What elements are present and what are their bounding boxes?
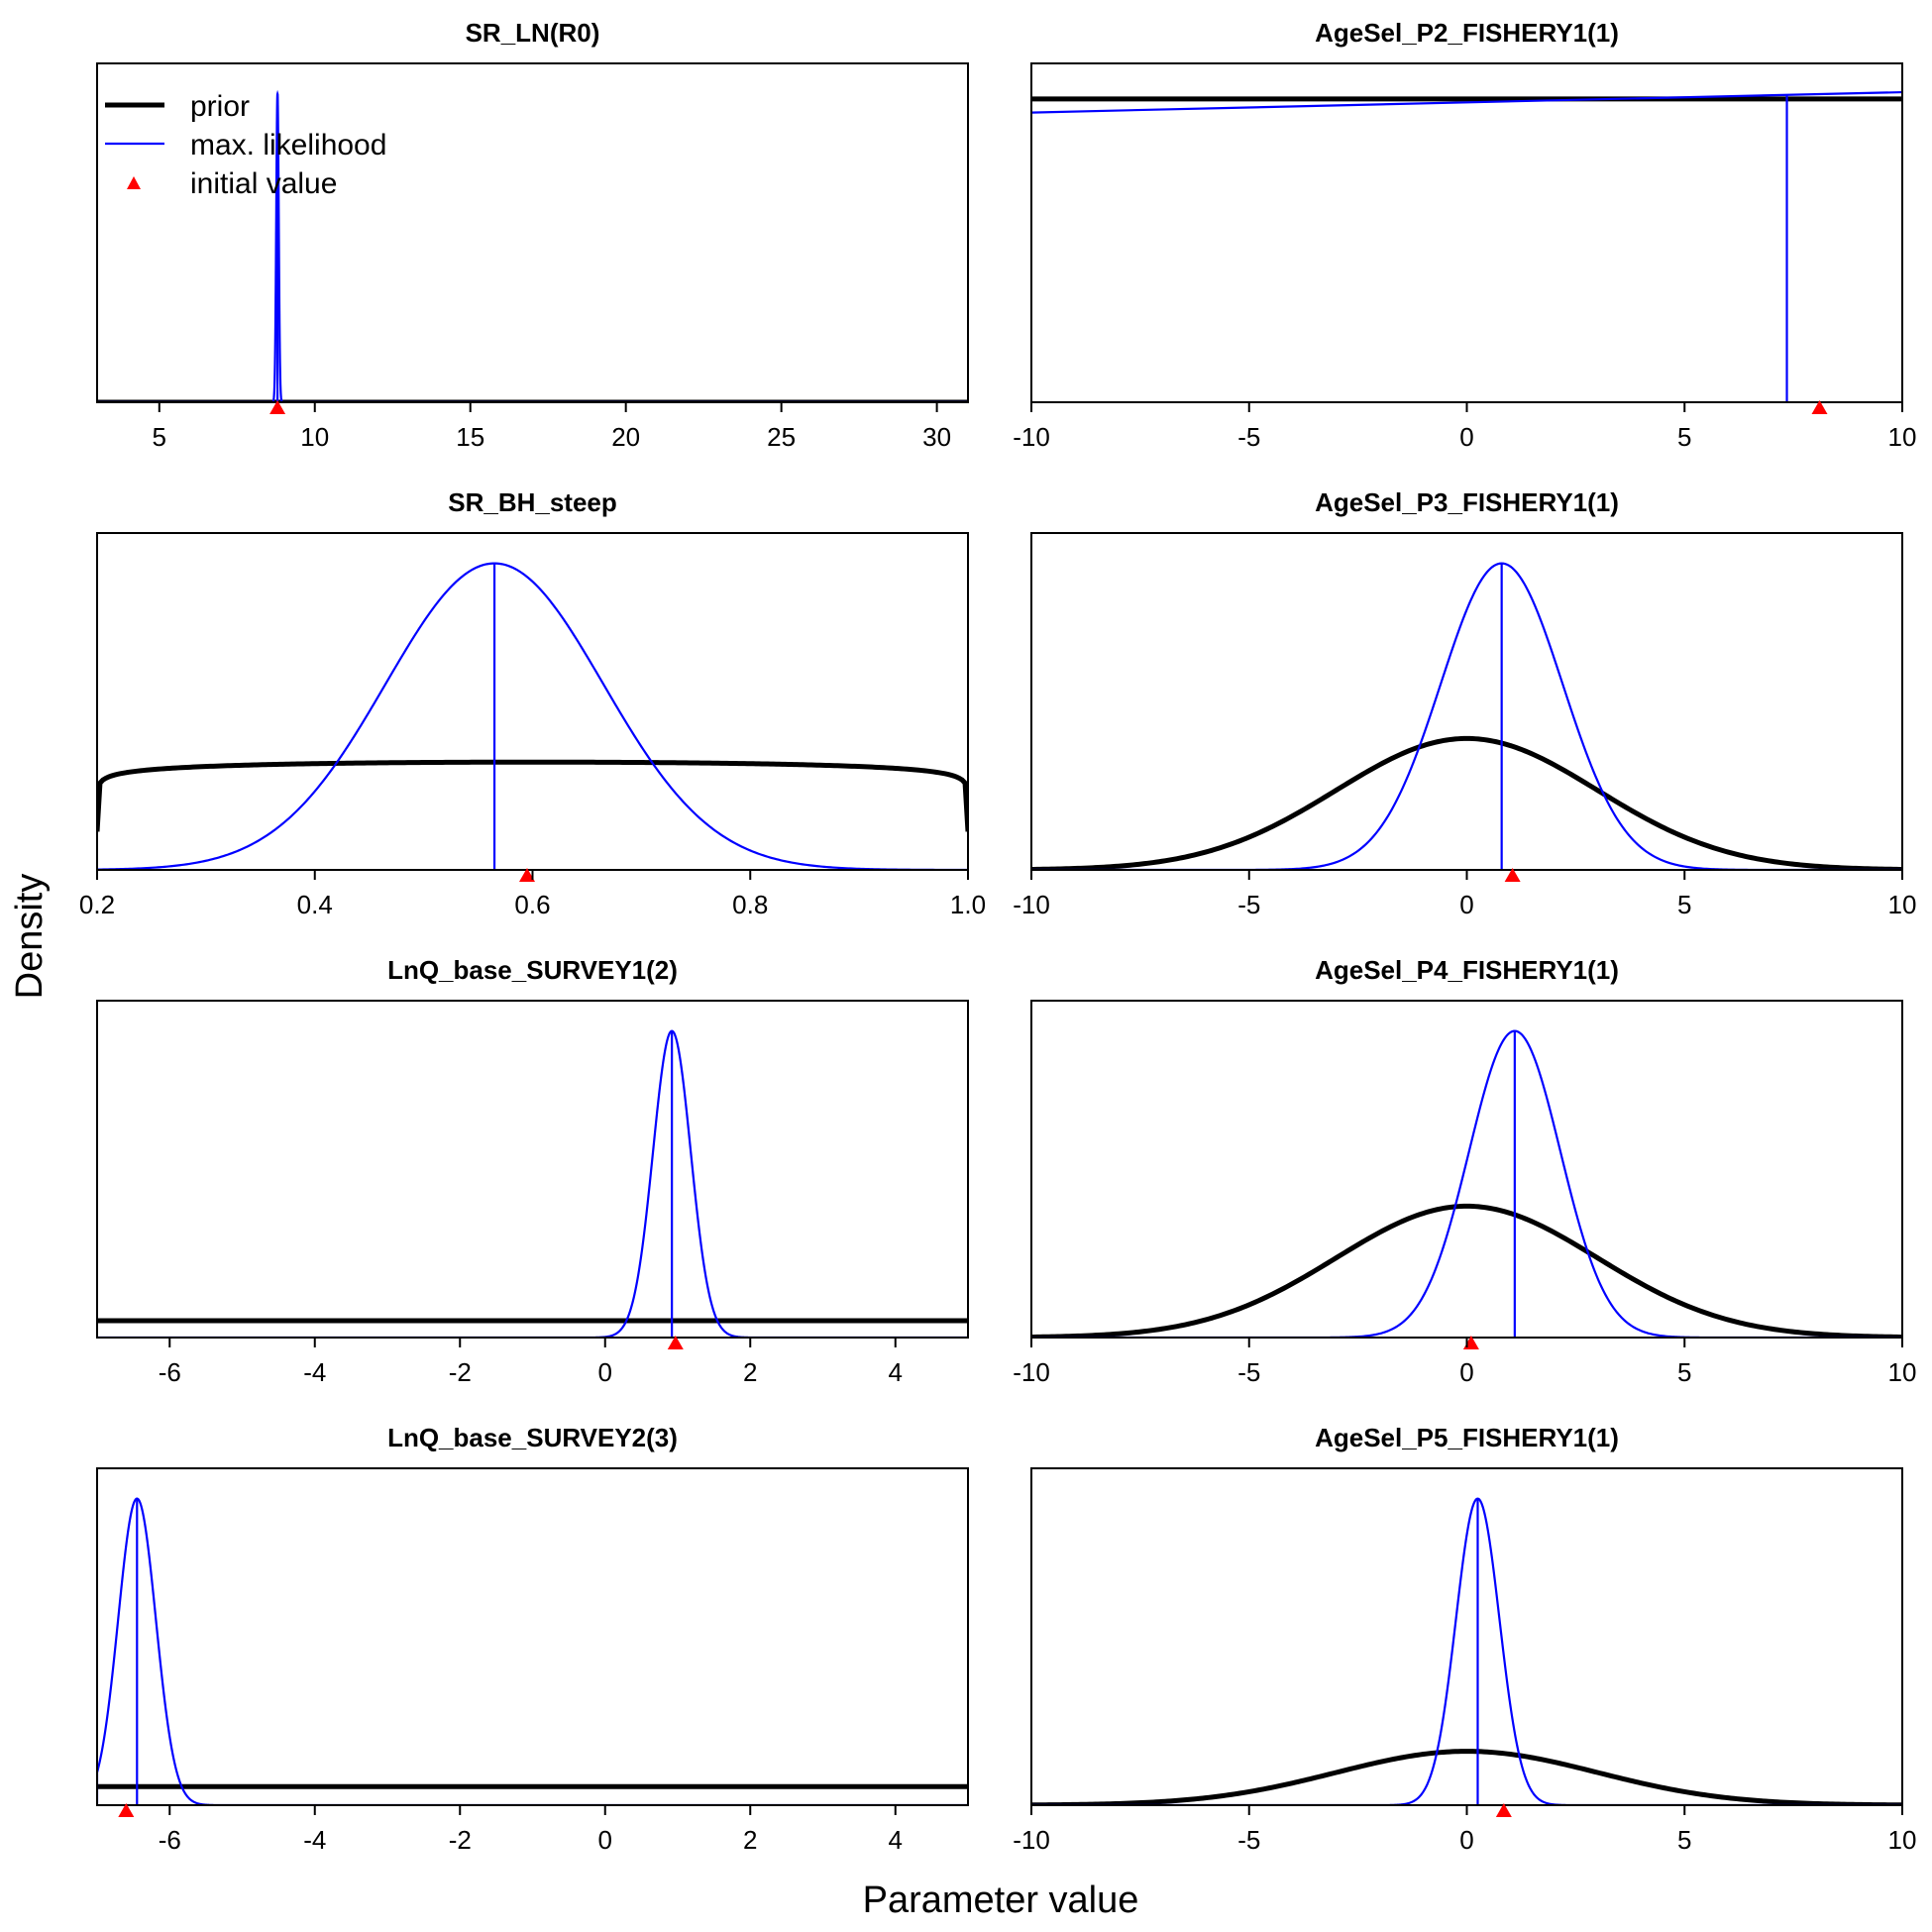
x-tick-label: -5 bbox=[1237, 1357, 1260, 1387]
x-tick-label: 5 bbox=[1677, 1825, 1691, 1855]
plot-frame bbox=[96, 62, 969, 403]
x-tick-label: -2 bbox=[449, 1357, 472, 1387]
x-tick-label: 0.4 bbox=[297, 890, 333, 919]
initial-value-marker bbox=[1504, 868, 1521, 882]
x-tick-label: 5 bbox=[1677, 1357, 1691, 1387]
x-tick-label: 10 bbox=[1888, 890, 1917, 919]
plot-frame bbox=[96, 1000, 969, 1339]
x-tick-label: -10 bbox=[1013, 890, 1050, 919]
panel-title: SR_LN(R0) bbox=[466, 18, 600, 48]
prior-curve bbox=[97, 759, 968, 832]
panel-title: LnQ_base_SURVEY1(2) bbox=[387, 955, 678, 985]
x-tick-label: 0.8 bbox=[732, 890, 768, 919]
panel-title: AgeSel_P3_FISHERY1(1) bbox=[1315, 487, 1619, 517]
x-tick-label: 2 bbox=[743, 1825, 757, 1855]
initial-value-marker bbox=[667, 1336, 684, 1349]
x-tick-label: 10 bbox=[1888, 1357, 1917, 1387]
x-tick-label: 4 bbox=[889, 1357, 903, 1387]
x-tick-label: 0.6 bbox=[514, 890, 550, 919]
x-tick-label: 1.0 bbox=[950, 890, 986, 919]
x-tick-label: -2 bbox=[449, 1825, 472, 1855]
initial-value-marker bbox=[118, 1803, 135, 1817]
legend-label: max. likelihood bbox=[190, 129, 386, 161]
initial-value-marker bbox=[1811, 400, 1828, 414]
y-axis-label: Density bbox=[9, 874, 51, 1000]
x-tick-label: 10 bbox=[300, 422, 329, 452]
ml-curve bbox=[97, 562, 968, 870]
x-tick-label: 0 bbox=[1459, 1357, 1473, 1387]
x-tick-label: 30 bbox=[922, 422, 951, 452]
x-tick-label: -5 bbox=[1237, 890, 1260, 919]
x-tick-label: -4 bbox=[303, 1825, 326, 1855]
panel-title: AgeSel_P5_FISHERY1(1) bbox=[1315, 1423, 1619, 1452]
x-tick-label: -5 bbox=[1237, 422, 1260, 452]
prior-curve bbox=[1031, 735, 1902, 870]
x-tick-label: 20 bbox=[611, 422, 640, 452]
x-tick-label: 0 bbox=[1459, 1825, 1473, 1855]
x-tick-label: 5 bbox=[1677, 422, 1691, 452]
x-axis-label: Parameter value bbox=[863, 1879, 1139, 1921]
panel-5: LnQ_base_SURVEY1(2) -6 -4 -2 0 2 4 bbox=[96, 955, 969, 1387]
panel-title: AgeSel_P2_FISHERY1(1) bbox=[1315, 18, 1619, 48]
x-tick-label: -10 bbox=[1013, 422, 1050, 452]
panel-title: LnQ_base_SURVEY2(3) bbox=[387, 1423, 678, 1452]
x-tick-label: 2 bbox=[743, 1357, 757, 1387]
x-tick-label: 5 bbox=[153, 422, 166, 452]
x-tick-label: 4 bbox=[889, 1825, 903, 1855]
plot-area bbox=[97, 562, 968, 870]
x-tick-label: 0 bbox=[598, 1357, 612, 1387]
x-tick-label: -6 bbox=[159, 1825, 181, 1855]
legend: prior max. likelihood initial value bbox=[105, 90, 386, 200]
x-tick-label: -4 bbox=[303, 1357, 326, 1387]
x-tick-label: -6 bbox=[159, 1357, 181, 1387]
legend-label: prior bbox=[190, 90, 250, 123]
x-tick-label: 25 bbox=[767, 422, 796, 452]
panel-3: SR_BH_steep 0.2 0.4 0.6 0.8 1.0 bbox=[79, 487, 986, 919]
x-tick-label: 0.2 bbox=[79, 890, 115, 919]
panel-2: AgeSel_P2_FISHERY1(1) -10 -5 0 5 10 bbox=[1013, 18, 1916, 452]
x-tick-label: 0 bbox=[1459, 890, 1473, 919]
panel-8: AgeSel_P5_FISHERY1(1) -10 -5 0 5 10 bbox=[1013, 1423, 1916, 1855]
initial-value-marker bbox=[519, 868, 536, 882]
x-tick-label: -5 bbox=[1237, 1825, 1260, 1855]
x-tick-label: 10 bbox=[1888, 422, 1917, 452]
panel-title: AgeSel_P4_FISHERY1(1) bbox=[1315, 955, 1619, 985]
prior-curve bbox=[1031, 1749, 1902, 1805]
x-tick-label: 0 bbox=[598, 1825, 612, 1855]
legend-label: initial value bbox=[190, 167, 337, 200]
panel-6: AgeSel_P4_FISHERY1(1) -10 -5 0 5 10 bbox=[1013, 955, 1916, 1387]
ml-curve bbox=[1031, 90, 1902, 114]
x-tick-label: -10 bbox=[1013, 1825, 1050, 1855]
prior-curve bbox=[1031, 1203, 1902, 1338]
panel-title: SR_BH_steep bbox=[448, 487, 617, 517]
plot-frame bbox=[96, 1467, 969, 1806]
panel-1: SR_LN(R0) 5 10 15 20 25 30 prior max. likelihood… bbox=[96, 18, 969, 452]
x-tick-label: -10 bbox=[1013, 1357, 1050, 1387]
initial-value-marker bbox=[269, 400, 286, 414]
initial-value-marker bbox=[1495, 1803, 1512, 1817]
panel-7: LnQ_base_SURVEY2(3) -6 -4 -2 0 2 4 bbox=[96, 1423, 969, 1855]
x-tick-label: 0 bbox=[1459, 422, 1473, 452]
x-tick-label: 15 bbox=[456, 422, 484, 452]
panel-4: AgeSel_P3_FISHERY1(1) -10 -5 0 5 10 bbox=[1013, 487, 1916, 919]
x-tick-label: 5 bbox=[1677, 890, 1691, 919]
legend-swatch-initial bbox=[127, 176, 141, 189]
x-tick-label: 10 bbox=[1888, 1825, 1917, 1855]
plot-area bbox=[1031, 90, 1902, 402]
